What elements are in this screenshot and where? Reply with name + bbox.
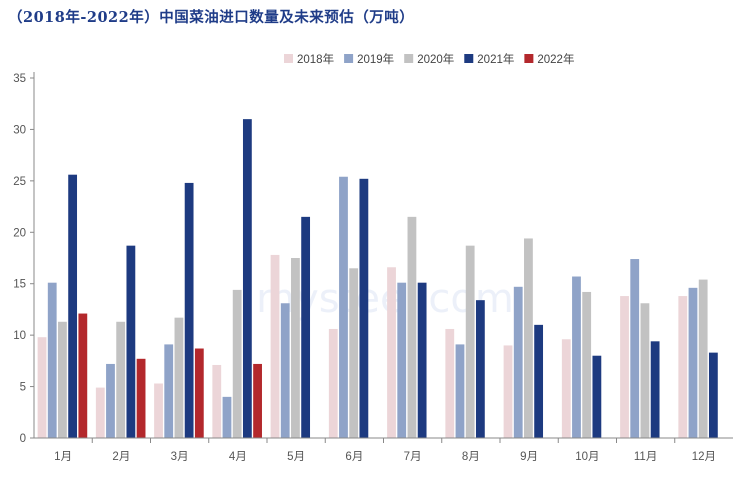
bar-2018年-7月	[387, 267, 396, 438]
x-tick-label: 8月	[462, 451, 480, 463]
bar-2020年-6月	[349, 268, 359, 438]
legend: 2018年 2019年 2020年 2021年 2022年	[284, 52, 574, 66]
bar-2018年-10月	[561, 339, 571, 438]
bar-2018年-8月	[445, 328, 455, 438]
x-tick-label: 7月	[404, 451, 422, 463]
bar-2021年-3月	[184, 182, 194, 438]
x-tick-label: 5月	[287, 451, 305, 463]
bar-2020年-2月	[116, 321, 126, 438]
y-tick-label: 5	[20, 382, 26, 394]
bar-2021年-11月	[650, 341, 660, 438]
bar-2021年-2月	[126, 245, 136, 438]
legend-label: 2019年	[357, 52, 394, 66]
x-tick-label: 12月	[692, 451, 716, 463]
legend-label: 2018年	[297, 52, 334, 66]
legend-label: 2022年	[537, 52, 574, 66]
legend-swatch-2018年	[284, 54, 293, 63]
y-tick-label: 35	[13, 73, 26, 85]
x-tick-label: 10月	[575, 451, 599, 463]
bar-2020年-5月	[291, 258, 300, 438]
legend-label: 2021年	[477, 52, 514, 66]
axes: 0 5 10 15 20 25 30 35 1月 2月 3月 4月 5月 6月 7月 8月 9月 10月 11月 12…	[13, 72, 733, 463]
bar-2018年-2月	[95, 387, 105, 438]
x-tick-label: 3月	[171, 451, 189, 463]
page-title: （2018年-2022年）中国菜油进口数量及未来预估（万吨）	[8, 9, 415, 26]
bar-2022年-2月	[136, 358, 146, 438]
bars	[37, 119, 718, 439]
bar-2018年-1月	[37, 337, 47, 438]
bar-2018年-5月	[270, 254, 280, 438]
x-tick-label: 1月	[54, 451, 72, 463]
bar-2019年-10月	[572, 276, 581, 438]
bar-2020年-11月	[640, 303, 650, 438]
bar-2019年-7月	[397, 282, 407, 438]
y-tick-label: 20	[13, 227, 26, 239]
bar-2019年-8月	[455, 344, 465, 438]
legend-swatch-2022年	[524, 54, 534, 63]
bar-2019年-4月	[222, 396, 232, 438]
bar-2021年-9月	[534, 324, 544, 438]
bar-2020年-3月	[174, 317, 184, 438]
bar-2020年-9月	[524, 238, 533, 438]
y-tick-label: 15	[13, 279, 26, 291]
legend-swatch-2019年	[344, 54, 354, 63]
bar-2018年-11月	[620, 296, 629, 438]
bar-2020年-1月	[58, 321, 67, 438]
legend-swatch-2020年	[404, 54, 414, 63]
bar-2022年-3月	[194, 348, 204, 438]
y-tick-label: 30	[13, 124, 26, 136]
bar-2019年-12月	[688, 287, 698, 438]
legend-swatch-2021年	[464, 54, 474, 63]
y-tick-label: 25	[13, 176, 26, 188]
y-tick-label: 10	[13, 330, 26, 342]
bar-2019年-2月	[106, 363, 115, 438]
bar-2018年-6月	[328, 328, 338, 438]
bar-2019年-6月	[339, 176, 348, 438]
bar-2021年-7月	[417, 282, 427, 438]
bar-2021年-5月	[301, 216, 311, 438]
bar-2019年-1月	[47, 282, 57, 438]
bar-2018年-9月	[503, 345, 513, 438]
bar-2019年-9月	[513, 286, 523, 438]
bar-2019年-5月	[280, 303, 290, 438]
bar-2021年-12月	[708, 352, 718, 438]
bar-2021年-8月	[475, 300, 485, 438]
y-tick-label: 0	[20, 433, 26, 445]
bar-2021年-6月	[359, 178, 369, 439]
x-tick-label: 11月	[634, 451, 657, 463]
bar-2020年-12月	[698, 279, 708, 438]
bar-2021年-10月	[592, 355, 602, 438]
legend-label: 2020年	[417, 52, 454, 66]
bar-2020年-8月	[465, 245, 475, 438]
bar-2018年-3月	[154, 383, 163, 438]
bar-2021年-1月	[68, 174, 78, 438]
x-tick-label: 6月	[345, 451, 363, 463]
bar-2018年-12月	[678, 296, 688, 438]
bar-2019年-11月	[630, 259, 640, 438]
bar-2022年-4月	[253, 363, 262, 438]
bar-2020年-4月	[232, 289, 242, 438]
bar-2019年-3月	[164, 344, 174, 438]
bar-2022年-1月	[78, 313, 88, 438]
x-tick-label: 4月	[229, 451, 247, 463]
x-tick-label: 9月	[520, 451, 538, 463]
x-tick-label: 2月	[112, 451, 130, 463]
bar-2020年-7月	[407, 216, 417, 438]
bar-2021年-4月	[242, 119, 252, 439]
bar-2020年-10月	[582, 291, 592, 438]
bar-2018年-4月	[212, 364, 222, 438]
